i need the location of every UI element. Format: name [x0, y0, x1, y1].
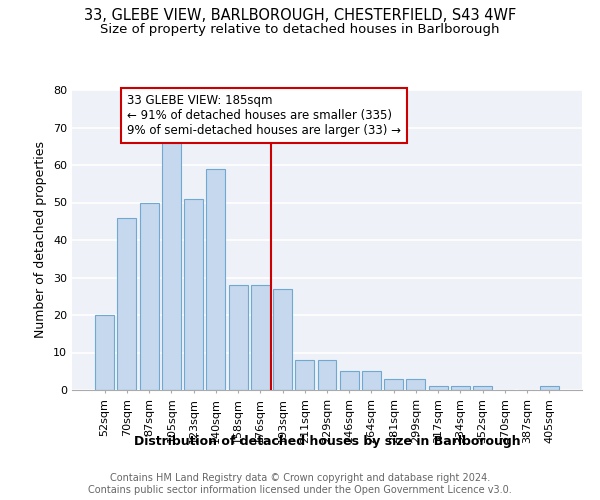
- Text: 33 GLEBE VIEW: 185sqm
← 91% of detached houses are smaller (335)
9% of semi-deta: 33 GLEBE VIEW: 185sqm ← 91% of detached …: [127, 94, 401, 136]
- Bar: [95, 315, 114, 390]
- Bar: [540, 386, 559, 390]
- Bar: [251, 285, 270, 390]
- Y-axis label: Number of detached properties: Number of detached properties: [34, 142, 47, 338]
- Bar: [406, 379, 425, 390]
- Text: Size of property relative to detached houses in Barlborough: Size of property relative to detached ho…: [100, 22, 500, 36]
- Bar: [140, 202, 158, 390]
- Bar: [229, 285, 248, 390]
- Text: 33, GLEBE VIEW, BARLBOROUGH, CHESTERFIELD, S43 4WF: 33, GLEBE VIEW, BARLBOROUGH, CHESTERFIEL…: [84, 8, 516, 22]
- Bar: [473, 386, 492, 390]
- Bar: [162, 142, 181, 390]
- Bar: [206, 169, 225, 390]
- Bar: [384, 379, 403, 390]
- Bar: [451, 386, 470, 390]
- Bar: [340, 371, 359, 390]
- Bar: [317, 360, 337, 390]
- Text: Distribution of detached houses by size in Barlborough: Distribution of detached houses by size …: [134, 435, 520, 448]
- Bar: [118, 218, 136, 390]
- Bar: [429, 386, 448, 390]
- Bar: [295, 360, 314, 390]
- Bar: [362, 371, 381, 390]
- Bar: [184, 198, 203, 390]
- Bar: [273, 289, 292, 390]
- Text: Contains HM Land Registry data © Crown copyright and database right 2024.
Contai: Contains HM Land Registry data © Crown c…: [88, 474, 512, 495]
